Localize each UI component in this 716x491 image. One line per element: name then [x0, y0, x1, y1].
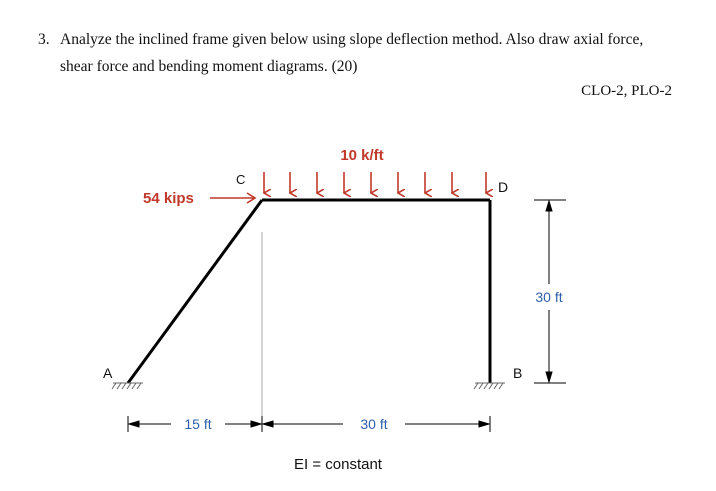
member-ac — [126, 199, 264, 384]
node-label-a: A — [103, 365, 113, 381]
question-line-2: shear force and bending moment diagrams.… — [60, 58, 358, 75]
node-label-d: D — [498, 179, 508, 195]
point-load-arrow-head — [246, 192, 257, 204]
dimension-label-30ft-vertical: 30 ft — [535, 289, 562, 305]
point-load-label: 54 kips — [143, 190, 194, 207]
support-b — [473, 382, 505, 390]
vertical-dimension — [534, 199, 566, 384]
horizontal-dimension — [127, 416, 491, 432]
distributed-load-label: 10 k/ft — [340, 147, 383, 164]
question-number: 3. — [38, 31, 50, 48]
dimension-label-30ft-horizontal: 30 ft — [360, 416, 387, 432]
dimension-label-15ft: 15 ft — [184, 416, 211, 432]
support-a — [111, 382, 143, 390]
ei-constant-note: EI = constant — [294, 456, 383, 473]
distributed-load-arrows — [264, 172, 486, 193]
question-line-1: Analyze the inclined frame given below u… — [60, 31, 644, 48]
node-label-b: B — [513, 365, 522, 381]
node-label-c: C — [236, 172, 245, 187]
clo-plo-label: CLO-2, PLO-2 — [581, 83, 672, 99]
frame-members — [126, 198, 492, 384]
